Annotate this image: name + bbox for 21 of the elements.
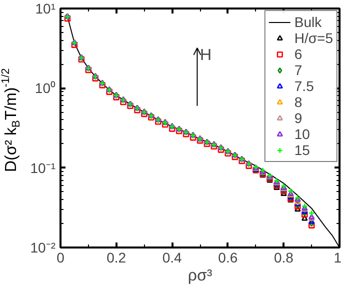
legend-label: 6	[294, 46, 304, 62]
legend-label: 10	[294, 126, 311, 142]
legend-label: 9	[294, 110, 304, 126]
legend-label: H/σ=5	[294, 30, 333, 46]
legend-label: 15	[294, 142, 311, 158]
x-tick-label: 0.6	[218, 250, 238, 266]
y-tick-label: 10⁻¹	[30, 160, 56, 176]
x-tick-label: 0.4	[162, 250, 182, 266]
legend-label: 7.5	[294, 78, 314, 94]
x-tick-label: 0	[56, 250, 65, 266]
x-tick-label: 0.8	[274, 250, 294, 266]
x-tick-label: 1	[334, 250, 341, 266]
legend-label: Bulk	[294, 14, 322, 30]
y-tick-label: 10¹	[35, 0, 56, 16]
legend-label: 8	[294, 94, 304, 110]
y-tick-label: 10⁻²	[30, 240, 56, 256]
legend-label: 7	[294, 62, 304, 78]
x-axis-title: ρσ³	[188, 268, 213, 284]
x-tick-label: 0.2	[106, 250, 126, 266]
annotation: H	[200, 47, 212, 64]
y-tick-label: 10⁰	[34, 80, 56, 96]
